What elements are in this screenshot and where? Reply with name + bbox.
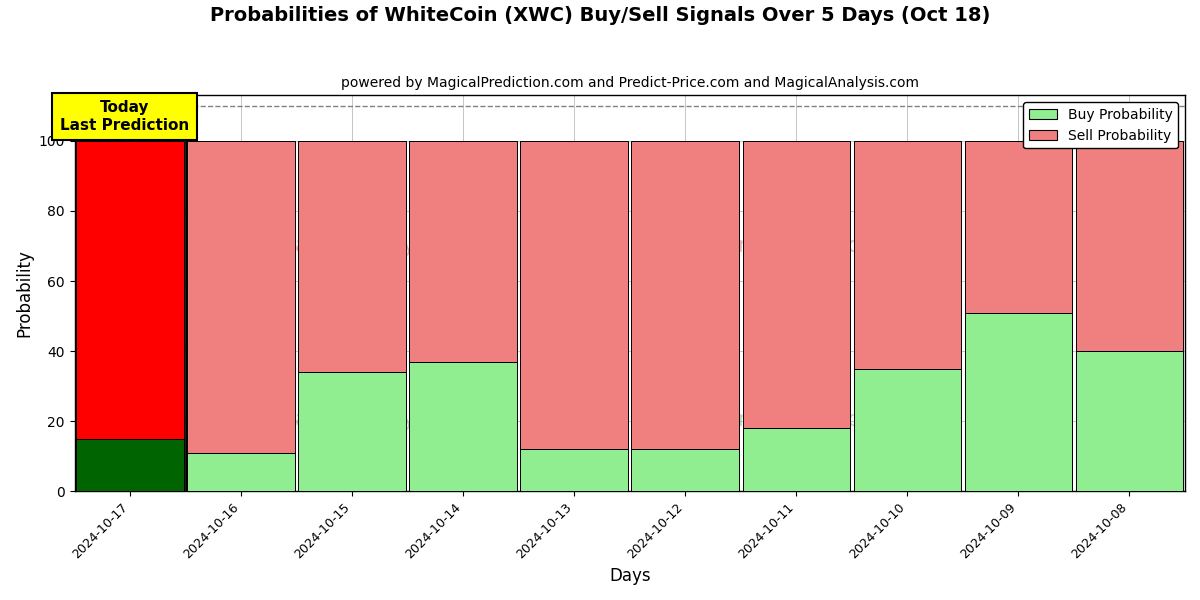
Bar bbox=[77, 141, 184, 439]
Bar bbox=[631, 449, 739, 491]
Text: MagicalAnalysis.com: MagicalAnalysis.com bbox=[277, 410, 494, 430]
Bar bbox=[409, 362, 517, 491]
Bar bbox=[77, 439, 184, 491]
Bar bbox=[187, 453, 295, 491]
Bar bbox=[1075, 351, 1183, 491]
Bar bbox=[853, 141, 961, 368]
Bar bbox=[965, 141, 1073, 313]
Bar bbox=[521, 141, 628, 449]
Bar bbox=[743, 428, 851, 491]
Bar bbox=[743, 141, 851, 428]
Text: Today
Last Prediction: Today Last Prediction bbox=[60, 100, 190, 133]
Bar bbox=[1075, 141, 1183, 351]
Bar bbox=[631, 141, 739, 449]
Bar bbox=[965, 313, 1073, 491]
Bar bbox=[187, 141, 295, 453]
Bar bbox=[853, 368, 961, 491]
Bar bbox=[409, 141, 517, 362]
Text: MagicalPrediction.com: MagicalPrediction.com bbox=[646, 236, 881, 256]
Legend: Buy Probability, Sell Probability: Buy Probability, Sell Probability bbox=[1024, 102, 1178, 148]
Y-axis label: Probability: Probability bbox=[16, 250, 34, 337]
X-axis label: Days: Days bbox=[610, 567, 650, 585]
Text: Probabilities of WhiteCoin (XWC) Buy/Sell Signals Over 5 Days (Oct 18): Probabilities of WhiteCoin (XWC) Buy/Sel… bbox=[210, 6, 990, 25]
Text: MagicalPrediction.com: MagicalPrediction.com bbox=[646, 410, 881, 430]
Bar bbox=[299, 141, 406, 372]
Bar bbox=[299, 372, 406, 491]
Bar bbox=[521, 449, 628, 491]
Title: powered by MagicalPrediction.com and Predict-Price.com and MagicalAnalysis.com: powered by MagicalPrediction.com and Pre… bbox=[341, 76, 919, 90]
Text: MagicalAnalysis.com: MagicalAnalysis.com bbox=[277, 236, 494, 256]
